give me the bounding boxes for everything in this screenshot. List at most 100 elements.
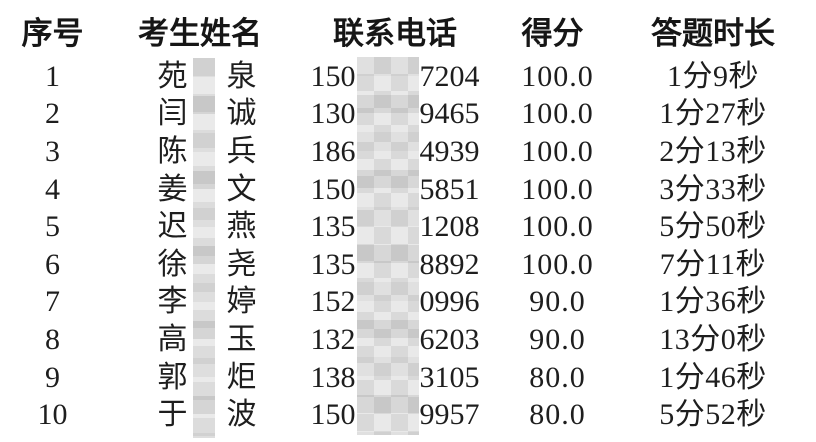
header-answer-duration: 答题时长 (651, 15, 775, 51)
name-last-char: 玉 (226, 322, 257, 356)
contact-phone-cell: 150 7204 (295, 59, 495, 93)
phone-suffix: 8892 (419, 247, 480, 281)
candidate-name-cell: 迟 燕 (105, 212, 295, 242)
name-first-char: 郭 (157, 360, 188, 394)
name-last-char: 婷 (226, 285, 257, 319)
header-serial-number: 序号 (21, 15, 84, 51)
score-cell: 100.0 (521, 247, 594, 281)
name-first-char: 李 (157, 285, 188, 319)
table-row: 5 迟 燕 135 1208 100.0 5分50秒 (0, 208, 816, 246)
table-row: 1 苑 泉 150 7204 100.0 1分9秒 (0, 58, 816, 96)
table-body: 1 苑 泉 150 7204 100.0 1分9秒 2 闫 诚 130 9465… (0, 58, 816, 434)
answer-duration-cell: 1分46秒 (659, 360, 767, 394)
phone-suffix: 4939 (419, 134, 480, 168)
phone-suffix: 9957 (419, 398, 480, 432)
candidate-name-cell: 闫 诚 (105, 99, 295, 129)
answer-duration-cell: 1分27秒 (659, 97, 767, 131)
header-contact-phone: 联系电话 (333, 15, 457, 51)
score-cell: 100.0 (521, 134, 594, 168)
answer-duration-cell: 2分13秒 (659, 134, 767, 168)
score-cell: 80.0 (529, 398, 586, 432)
contact-phone-cell: 135 1208 (295, 212, 495, 242)
serial-number-cell: 6 (45, 247, 60, 281)
answer-duration-cell: 13分0秒 (659, 322, 767, 356)
name-first-char: 高 (157, 322, 188, 356)
phone-prefix: 138 (310, 360, 356, 394)
phone-suffix: 1208 (419, 210, 480, 244)
name-last-char: 尧 (226, 247, 257, 281)
phone-prefix: 130 (310, 97, 356, 131)
serial-number-cell: 7 (45, 285, 60, 319)
serial-number-cell: 10 (37, 398, 68, 432)
name-last-char: 诚 (226, 97, 257, 131)
name-first-char: 姜 (157, 172, 188, 206)
name-last-char: 文 (226, 172, 257, 206)
table-row: 9 郭 炬 138 3105 80.0 1分46秒 (0, 359, 816, 397)
serial-number-cell: 1 (45, 59, 60, 93)
table-row: 8 高 玉 132 6203 90.0 13分0秒 (0, 321, 816, 359)
table-row: 4 姜 文 150 5851 100.0 3分33秒 (0, 171, 816, 209)
answer-duration-cell: 7分11秒 (659, 247, 767, 281)
phone-prefix: 135 (310, 210, 356, 244)
phone-prefix: 186 (310, 134, 356, 168)
name-first-char: 迟 (157, 210, 188, 244)
phone-suffix: 3105 (419, 360, 480, 394)
name-last-char: 波 (226, 398, 257, 432)
candidate-name-cell: 李 婷 (105, 287, 295, 317)
score-cell: 90.0 (529, 322, 586, 356)
table-header-row: 序号 考生姓名 联系电话 得分 答题时长 (0, 0, 816, 58)
name-last-char: 炬 (226, 360, 257, 394)
answer-duration-cell: 1分36秒 (659, 285, 767, 319)
name-last-char: 泉 (226, 59, 257, 93)
answer-duration-cell: 5分52秒 (659, 398, 767, 432)
phone-suffix: 0996 (419, 285, 480, 319)
contact-phone-cell: 150 9957 (295, 400, 495, 430)
name-first-char: 闫 (157, 97, 188, 131)
phone-prefix: 150 (310, 398, 356, 432)
score-cell: 100.0 (521, 210, 594, 244)
phone-suffix: 6203 (419, 322, 480, 356)
score-cell: 80.0 (529, 360, 586, 394)
name-first-char: 于 (157, 398, 188, 432)
table-row: 2 闫 诚 130 9465 100.0 1分27秒 (0, 96, 816, 134)
name-first-char: 苑 (157, 59, 188, 93)
phone-suffix: 5851 (419, 172, 480, 206)
phone-prefix: 150 (310, 172, 356, 206)
table-row: 3 陈 兵 186 4939 100.0 2分13秒 (0, 133, 816, 171)
candidate-name-cell: 苑 泉 (105, 59, 295, 93)
contact-phone-cell: 138 3105 (295, 360, 495, 394)
score-cell: 100.0 (521, 59, 594, 93)
answer-duration-cell: 3分33秒 (659, 172, 767, 206)
candidate-name-cell: 于 波 (105, 400, 295, 430)
serial-number-cell: 5 (45, 210, 60, 244)
table-row: 6 徐 尧 135 8892 100.0 7分11秒 (0, 246, 816, 284)
name-first-char: 陈 (157, 134, 188, 168)
phone-prefix: 150 (310, 59, 356, 93)
phone-suffix: 7204 (419, 59, 480, 93)
header-candidate-name: 考生姓名 (138, 15, 262, 51)
serial-number-cell: 2 (45, 97, 60, 131)
score-cell: 90.0 (529, 285, 586, 319)
contact-phone-cell: 130 9465 (295, 99, 495, 129)
score-cell: 100.0 (521, 97, 594, 131)
candidate-name-cell: 高 玉 (105, 322, 295, 356)
table-row: 7 李 婷 152 0996 90.0 1分36秒 (0, 284, 816, 322)
phone-prefix: 132 (310, 322, 356, 356)
candidate-name-cell: 徐 尧 (105, 247, 295, 281)
answer-duration-cell: 5分50秒 (659, 210, 767, 244)
candidate-name-cell: 陈 兵 (105, 134, 295, 168)
candidate-name-cell: 姜 文 (105, 172, 295, 206)
table-row: 10 于 波 150 9957 80.0 5分52秒 (0, 396, 816, 434)
candidate-name-cell: 郭 炬 (105, 360, 295, 394)
serial-number-cell: 8 (45, 322, 60, 356)
contact-phone-cell: 135 8892 (295, 247, 495, 281)
name-first-char: 徐 (157, 247, 188, 281)
phone-prefix: 135 (310, 247, 356, 281)
name-last-char: 燕 (226, 210, 257, 244)
contact-phone-cell: 132 6203 (295, 322, 495, 356)
name-last-char: 兵 (226, 134, 257, 168)
phone-prefix: 152 (310, 285, 356, 319)
header-score: 得分 (521, 15, 584, 51)
contact-phone-cell: 152 0996 (295, 287, 495, 317)
